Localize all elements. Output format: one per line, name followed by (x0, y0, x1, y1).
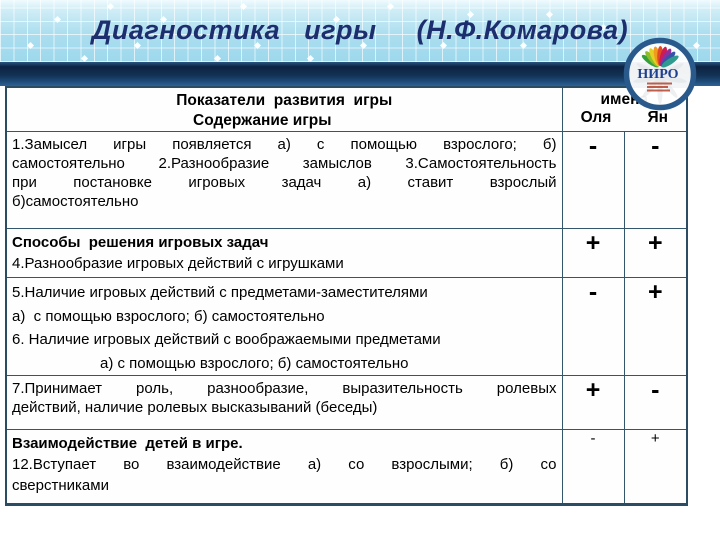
mark-cell-olya: - (561, 429, 625, 505)
table-row: 5.Наличие игровых действий с предметами-… (5, 277, 688, 376)
row-text-line: 7.Принимает роль, разнообразие, выразите… (12, 380, 557, 397)
row-text-line: 6. Наличие игровых действий с воображаем… (12, 331, 441, 348)
header-line: Показатели развития игры (176, 92, 393, 109)
mark-cell-yan: + (623, 277, 688, 376)
row-text-cell: 7.Принимает роль, разнообразие, выразите… (5, 375, 563, 430)
table-row: 1.Замысел игры появляется а) с помощью в… (5, 131, 688, 229)
niro-logo-text: НИРО (637, 67, 678, 82)
row-text-line: самостоятельно 2.Разнообразие замыслов 3… (12, 155, 557, 172)
header-indicators-cell: Показатели развития игры Содержание игры (5, 86, 563, 132)
mark-cell-olya: + (561, 228, 625, 278)
table-row: 7.Принимает роль, разнообразие, выразите… (5, 375, 688, 430)
page-title: Диагностика игры (Н.Ф.Комарова) (91, 15, 629, 45)
row-text-line: 12.Вступает во взаимодействие а) со взро… (12, 456, 557, 473)
row-text-line: 5.Наличие игровых действий с предметами-… (12, 284, 428, 301)
table-header-row: Показатели развития игры Содержание игры… (5, 86, 688, 132)
row-text-line: при постановке игровых задач а) ставит в… (12, 174, 557, 191)
row-text-line: а) с помощью взрослого; б) самостоятельн… (12, 307, 325, 325)
row-text-line: 1.Замысел игры появляется а) с помощью в… (12, 136, 557, 153)
diagnostics-table: Показатели развития игры Содержание игры… (5, 86, 689, 506)
mark-cell-olya: - (561, 131, 625, 229)
table-row: Взаимодействие детей в игре. 12.Вступает… (5, 429, 688, 505)
mark-cell-yan: - (623, 375, 688, 430)
grid-background (0, 0, 720, 63)
child-name-olya: Оля (580, 109, 612, 126)
niro-logo: НИРО (622, 36, 698, 112)
row-text-line: Взаимодействие детей в игре. (12, 435, 243, 452)
row-text-cell: 1.Замысел игры появляется а) с помощью в… (5, 131, 563, 229)
mark-cell-yan: + (623, 228, 688, 278)
row-text-cell: 5.Наличие игровых действий с предметами-… (5, 277, 563, 376)
diagnostics-table-wrap: Показатели развития игры Содержание игры… (5, 86, 689, 506)
row-text-line: сверстниками (12, 477, 109, 494)
mark-cell-olya: + (561, 375, 625, 430)
row-text-cell: Взаимодействие детей в игре. 12.Вступает… (5, 429, 563, 505)
child-name-yan: Ян (647, 109, 668, 126)
row-text-cell: Способы решения игровых задач 4.Разнообр… (5, 228, 563, 278)
niro-logo-icon: НИРО (623, 37, 697, 111)
row-text-line: 4.Разнообразие игровых действий с игрушк… (12, 255, 344, 272)
mark-cell-yan: - (623, 131, 688, 229)
row-text-line: б)самостоятельно (12, 193, 139, 210)
table-row: Способы решения игровых задач 4.Разнообр… (5, 228, 688, 278)
row-text-line: действий, наличие ролевых высказываний (… (12, 399, 378, 416)
mark-cell-yan: + (623, 429, 688, 505)
row-text-line: а) с помощью взрослого; б) самостоятельн… (100, 354, 409, 372)
row-text-line: Способы решения игровых задач (12, 234, 269, 251)
mark-cell-olya: - (561, 277, 625, 376)
divider-bar (0, 62, 720, 86)
header-line: Содержание игры (193, 112, 332, 129)
